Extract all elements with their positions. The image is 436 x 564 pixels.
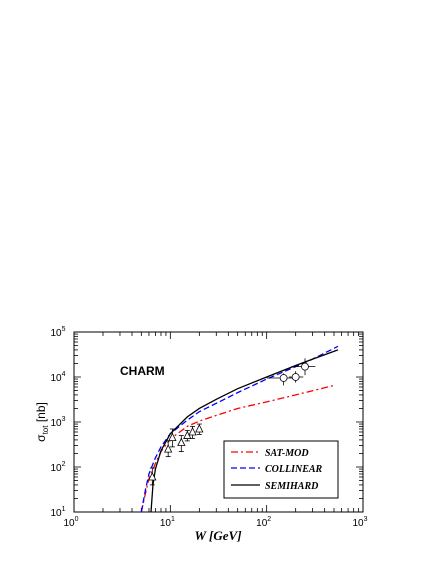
axis-ticks xyxy=(73,332,363,513)
y-axis-label-sub: tot xyxy=(41,425,50,435)
legend-label-collinear: COLLINEAR xyxy=(265,464,323,475)
y-tick-label: 101 xyxy=(50,506,65,519)
y-axis-label: σtot [nb] xyxy=(34,402,50,442)
experimental-points xyxy=(148,358,316,486)
series-line-sat-mod xyxy=(140,384,335,512)
triangle-data-point xyxy=(168,432,177,442)
y-axis-label-main: σ xyxy=(34,434,48,442)
y-axis-label-unit: [nb] xyxy=(34,402,48,425)
triangle-data-point xyxy=(148,472,157,481)
y-tick-label: 104 xyxy=(50,371,65,384)
x-tick-label: 102 xyxy=(256,516,271,529)
series-line-collinear xyxy=(140,345,339,512)
y-tick-label: 102 xyxy=(50,461,65,474)
theory-curves xyxy=(140,345,339,512)
x-tick-label: 101 xyxy=(160,516,175,529)
circle-data-point xyxy=(301,362,309,371)
legend-label-semihard: SEMIHARD xyxy=(265,481,318,492)
triangle-data-point xyxy=(177,437,186,446)
triangle-data-point xyxy=(188,427,197,436)
y-tick-label: 103 xyxy=(50,416,65,429)
x-tick-label: 103 xyxy=(352,516,367,529)
triangle-data-point xyxy=(164,444,173,453)
circle-data-point xyxy=(291,373,300,381)
legend-label-sat-mod: SAT-MOD xyxy=(265,448,309,459)
circle-data-point xyxy=(279,374,288,382)
triangle-data-point xyxy=(195,424,204,433)
annotation-charm: CHARM xyxy=(120,364,165,378)
legend: SAT-MOD COLLINEAR SEMIHARD xyxy=(223,440,339,499)
series-line-semihard xyxy=(150,349,339,512)
x-tick-label: 100 xyxy=(63,516,78,529)
x-axis-label: W [GeV] xyxy=(194,528,241,543)
y-tick-label: 105 xyxy=(50,326,65,339)
legend-box xyxy=(223,440,339,499)
